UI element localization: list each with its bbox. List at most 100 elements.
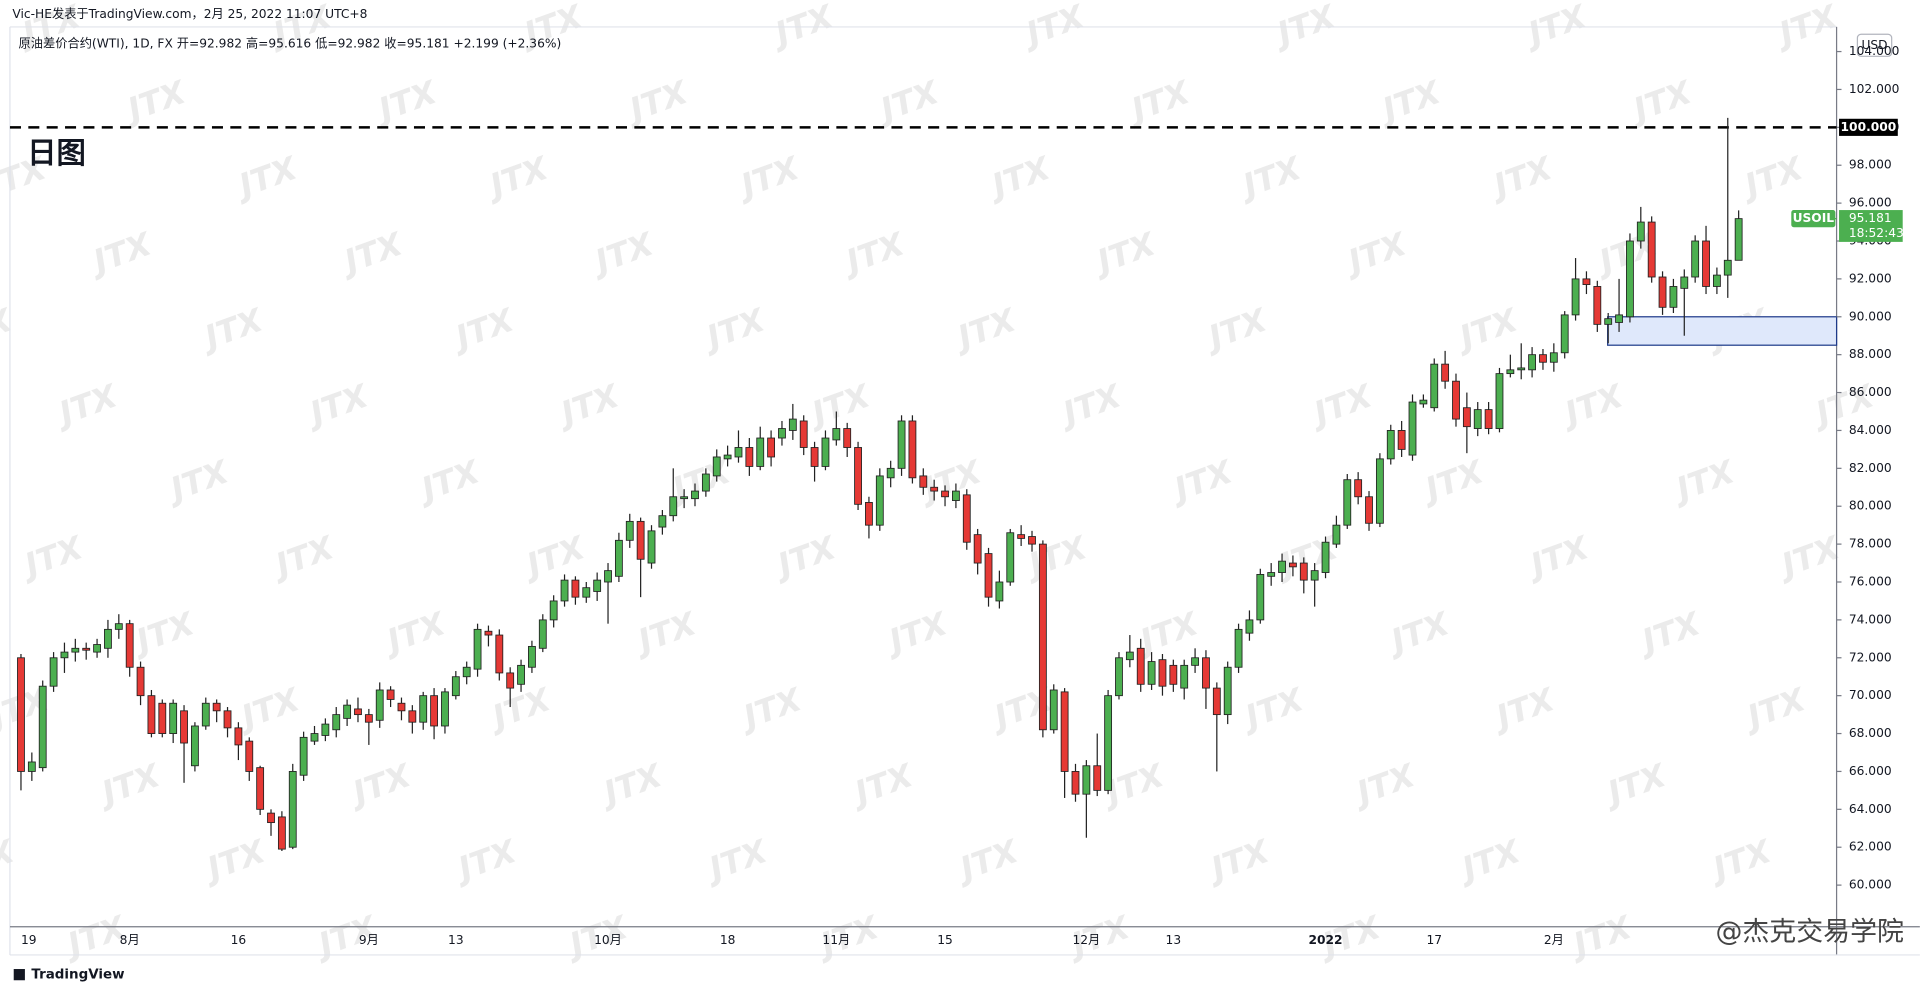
candle-body bbox=[517, 664, 525, 685]
candle-body bbox=[1669, 286, 1678, 308]
credit: @杰克交易学院 bbox=[1715, 916, 1904, 947]
candle-body bbox=[1560, 314, 1569, 354]
candle-body bbox=[104, 628, 112, 649]
watermark: JTX bbox=[699, 832, 774, 890]
symbol-tag bbox=[1791, 210, 1836, 228]
watermark: JTX bbox=[160, 452, 235, 510]
watermark: JTX bbox=[696, 300, 771, 358]
countdown: 18:52:43 bbox=[1849, 226, 1904, 240]
candle-body bbox=[60, 651, 69, 659]
chart-title: 日图 bbox=[27, 136, 86, 170]
candle-body bbox=[1038, 543, 1047, 731]
x-tick-label: 17 bbox=[1426, 933, 1442, 947]
x-tick-label: 12月 bbox=[1072, 933, 1100, 947]
candle-body bbox=[1136, 647, 1145, 685]
watermark: JTX bbox=[516, 528, 591, 586]
candle-body bbox=[604, 570, 612, 583]
candle-body bbox=[560, 579, 569, 602]
watermark: JTX bbox=[194, 300, 269, 358]
currency-box[interactable] bbox=[1856, 33, 1893, 57]
watermark: JTX bbox=[334, 224, 409, 282]
candle-body bbox=[1495, 373, 1504, 429]
level-label: 100.000 bbox=[1841, 120, 1897, 134]
candle-body bbox=[886, 467, 895, 479]
candle-body bbox=[582, 587, 591, 598]
candle-body bbox=[614, 539, 623, 577]
candle-body bbox=[1604, 318, 1613, 325]
zone bbox=[1607, 316, 1838, 346]
watermark: JTX bbox=[1449, 300, 1524, 358]
y-tick-label: 86.000 bbox=[1849, 385, 1892, 399]
candle-body bbox=[1473, 409, 1482, 429]
y-tick-label: 104.000 bbox=[1849, 44, 1900, 58]
y-tick-label: 76.000 bbox=[1849, 575, 1892, 589]
candle-body bbox=[973, 534, 982, 564]
candle-body bbox=[941, 490, 949, 498]
candle-body bbox=[1702, 240, 1710, 287]
y-tick-label: 70.000 bbox=[1849, 688, 1892, 702]
candle-body bbox=[125, 623, 134, 668]
candle-body bbox=[767, 437, 776, 458]
candle-body bbox=[1734, 218, 1743, 261]
watermark: JTX bbox=[482, 680, 557, 738]
candle-body bbox=[169, 702, 178, 734]
candle-body bbox=[1408, 401, 1417, 456]
y-tick-label: 74.000 bbox=[1849, 612, 1892, 626]
watermark: JTX bbox=[1372, 73, 1447, 131]
candle-body bbox=[234, 727, 243, 746]
watermark: JTX bbox=[1052, 376, 1127, 434]
watermark: JTX bbox=[1121, 73, 1196, 131]
watermark: JTX bbox=[0, 300, 18, 358]
symbol-label: USOIL bbox=[1793, 211, 1835, 225]
watermark: JTX bbox=[126, 604, 201, 662]
price-tag bbox=[1839, 210, 1903, 242]
watermark: JTX bbox=[950, 832, 1025, 890]
watermark: JTX bbox=[265, 528, 340, 586]
watermark: JTX bbox=[1198, 300, 1273, 358]
watermark: JTX bbox=[619, 73, 694, 131]
candle-body bbox=[1430, 363, 1439, 409]
watermark: JTX bbox=[448, 832, 523, 890]
candle-body bbox=[1582, 278, 1591, 286]
candle-body bbox=[299, 736, 308, 776]
candle-body bbox=[1202, 657, 1210, 689]
watermark: JTX bbox=[1338, 224, 1413, 282]
y-tick-label: 64.000 bbox=[1849, 802, 1892, 816]
brand-logo: ■ bbox=[12, 966, 31, 983]
candle-body bbox=[528, 645, 536, 668]
candle-body bbox=[919, 475, 928, 488]
candle-body bbox=[897, 420, 906, 469]
candle-body bbox=[49, 657, 58, 687]
y-tick-label: 60.000 bbox=[1849, 878, 1892, 892]
watermark: JTX bbox=[628, 604, 703, 662]
watermark: JTX bbox=[801, 376, 876, 434]
watermark: JTX bbox=[300, 376, 375, 434]
candle-body bbox=[875, 475, 884, 526]
watermark: JTX bbox=[368, 73, 443, 131]
candle-body bbox=[71, 647, 80, 653]
watermark: JTX bbox=[1303, 376, 1378, 434]
candle-body bbox=[473, 628, 482, 670]
brand-text: TradingView bbox=[31, 968, 124, 983]
candle-body bbox=[386, 689, 395, 700]
candle-body bbox=[462, 666, 471, 678]
publisher: Vic-HE发表于TradingView.com，2月 25, 2022 11:… bbox=[12, 6, 367, 21]
candle-body bbox=[593, 579, 602, 592]
watermark: JTX bbox=[1554, 376, 1629, 434]
candle-body bbox=[277, 816, 286, 850]
candle-body bbox=[321, 723, 330, 736]
candle-body bbox=[549, 600, 558, 621]
candle-body bbox=[1571, 278, 1580, 316]
watermark: JTX bbox=[1346, 756, 1421, 814]
candle-body bbox=[1397, 430, 1406, 450]
candle-body bbox=[419, 695, 428, 723]
x-tick-label: 13 bbox=[1166, 933, 1182, 947]
candle-body bbox=[245, 740, 254, 772]
y-tick-label: 84.000 bbox=[1849, 423, 1892, 437]
watermark: JTX bbox=[730, 148, 805, 206]
candle-body bbox=[397, 702, 406, 712]
brand: ■ TradingView bbox=[12, 966, 124, 983]
y-tick-label: 72.000 bbox=[1849, 650, 1892, 664]
candle-body bbox=[27, 761, 36, 772]
candle-body bbox=[538, 619, 547, 649]
